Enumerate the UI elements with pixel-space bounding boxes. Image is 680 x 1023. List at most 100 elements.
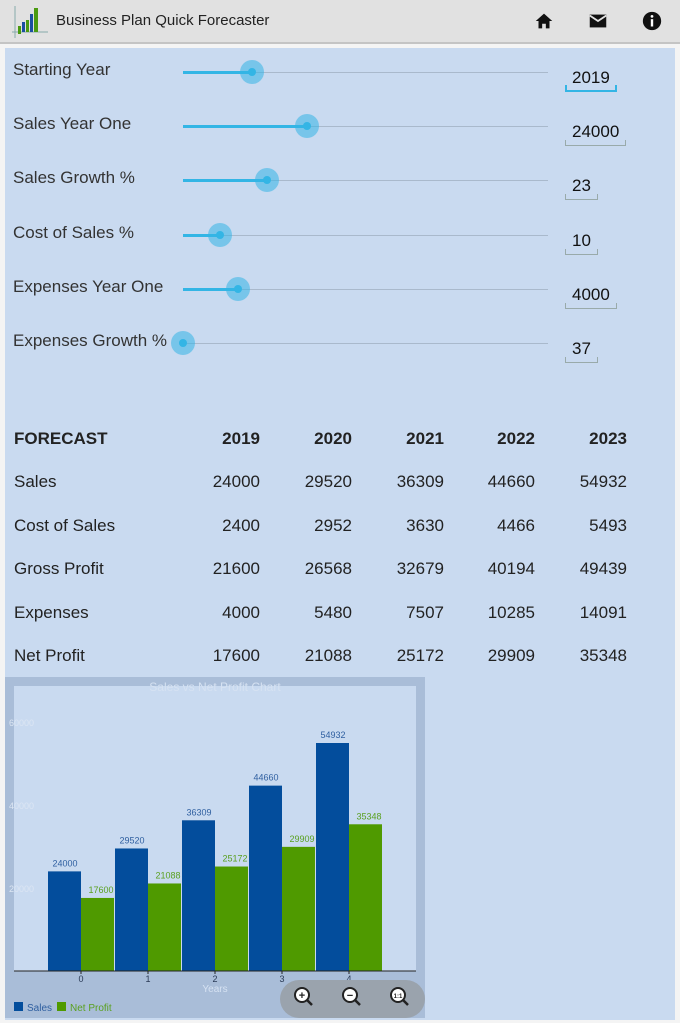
table-cell: 54932 (579, 472, 627, 491)
table-cell: 7507 (406, 602, 444, 622)
x-tick-label: 2 (212, 974, 217, 984)
x-axis-label: Years (202, 984, 227, 995)
cost-of-sales-label: Cost of Sales % (13, 222, 134, 242)
row-label: Net Profit (14, 646, 85, 665)
home-icon[interactable] (533, 10, 555, 32)
expenses-year-one-label: Expenses Year One (13, 276, 164, 296)
sales-growth-slider[interactable] (183, 180, 548, 182)
table-cell: 10285 (487, 602, 535, 622)
data-label: 24000 (52, 858, 77, 868)
table-cell: 29520 (304, 472, 352, 491)
starting-year-label: Starting Year (13, 60, 111, 79)
cost-of-sales-slider-thumb[interactable] (207, 222, 232, 247)
cost-of-sales-input[interactable]: 10 (565, 229, 598, 255)
net-profit-bar (81, 897, 114, 971)
expenses-year-one-slider-thumb[interactable] (225, 276, 250, 301)
row-label: Gross Profit (14, 559, 104, 578)
expenses-growth-slider-thumb[interactable] (171, 331, 195, 355)
data-label: 29909 (289, 834, 314, 844)
svg-text:−: − (347, 990, 353, 1002)
table-cell: 5480 (314, 602, 352, 622)
x-tick-label: 1 (145, 974, 150, 984)
expenses-growth-label: Expenses Growth % (13, 331, 168, 350)
data-label: 44660 (253, 773, 278, 783)
table-cell: 2400 (222, 515, 260, 535)
year-header: 2019 (222, 429, 260, 448)
info-icon[interactable] (641, 10, 663, 32)
cost-of-sales-slider[interactable] (183, 234, 548, 236)
table-cell: 21600 (212, 559, 260, 578)
table-cell: 14091 (579, 602, 627, 622)
legend-swatch (14, 1002, 23, 1011)
table-cell: 49439 (579, 559, 627, 578)
sales-bar (48, 871, 81, 971)
legend-swatch (57, 1002, 66, 1011)
expenses-growth-input[interactable]: 37 (565, 337, 598, 363)
net-profit-bar (349, 824, 382, 971)
data-label: 21088 (155, 870, 180, 880)
table-cell: 17600 (212, 646, 260, 665)
row-label: Expenses (14, 602, 89, 622)
year-header: 2021 (406, 429, 444, 448)
starting-year-input[interactable]: 2019 (565, 66, 617, 92)
table-cell: 5493 (589, 515, 627, 535)
x-tick-label: 3 (279, 974, 284, 984)
zoom-in-icon[interactable]: + (294, 987, 313, 1006)
mail-icon[interactable] (587, 10, 609, 32)
data-label: 36309 (186, 807, 211, 817)
sales-growth-label: Sales Growth % (13, 168, 135, 188)
table-cell: 29909 (487, 646, 535, 665)
sales-year-one-label: Sales Year One (13, 114, 132, 134)
expenses-year-one-input[interactable]: 4000 (565, 283, 617, 309)
app-logo-icon (12, 6, 48, 38)
sales-bar (316, 743, 349, 971)
year-header: 2022 (497, 429, 535, 448)
app-bar: Business Plan Quick Forecaster (0, 0, 680, 44)
table-cell: 32679 (396, 559, 444, 578)
data-label: 54932 (320, 730, 345, 740)
table-cell: 4000 (222, 602, 260, 622)
year-header: 2023 (589, 429, 627, 448)
data-label: 17600 (88, 885, 113, 895)
forecast-heading: FORECAST (14, 429, 108, 448)
y-tick-label: 60000 (9, 718, 34, 728)
sales-year-one-slider[interactable] (183, 126, 548, 128)
legend-label: Net Profit (70, 1003, 112, 1014)
sales-year-one-slider-fill (183, 125, 308, 129)
data-label: 35348 (356, 811, 381, 821)
expenses-year-one-slider[interactable] (183, 288, 548, 290)
starting-year-slider[interactable] (183, 72, 548, 73)
data-label: 25172 (222, 854, 247, 864)
table-cell: 25172 (396, 646, 444, 665)
sales-bar (115, 848, 148, 971)
year-header: 2020 (314, 429, 352, 448)
table-cell: 26568 (304, 559, 352, 578)
expenses-year-one-slider-fill (183, 287, 238, 291)
net-profit-bar (148, 883, 181, 971)
sales-growth-slider-thumb[interactable] (254, 168, 279, 193)
sales-year-one-input[interactable]: 24000 (565, 120, 627, 147)
x-tick-label: 4 (346, 974, 351, 984)
table-cell: 40194 (487, 559, 535, 578)
expenses-growth-slider[interactable] (183, 343, 548, 344)
sales-year-one-slider-thumb[interactable] (295, 114, 320, 139)
table-cell: 24000 (212, 472, 260, 491)
cost-of-sales-slider-fill (183, 233, 220, 237)
sales-bar (249, 785, 282, 971)
data-label: 29520 (119, 835, 144, 845)
net-profit-bar (282, 846, 315, 971)
starting-year-slider-thumb[interactable] (240, 60, 265, 84)
starting-year-slider-fill (183, 71, 253, 74)
x-tick-label: 0 (78, 974, 83, 984)
table-cell: 4466 (497, 515, 535, 535)
sales-growth-input[interactable]: 23 (565, 174, 598, 201)
table-cell: 44660 (487, 472, 535, 491)
table-cell: 3630 (406, 515, 444, 535)
y-tick-label: 20000 (9, 884, 34, 894)
zoom-reset-icon[interactable]: 1:1 (390, 987, 409, 1006)
legend-label: Sales (27, 1003, 52, 1014)
sales-growth-slider-fill (183, 179, 267, 183)
zoom-out-icon[interactable]: − (342, 987, 361, 1006)
sales-bar (182, 820, 215, 971)
table-cell: 35348 (579, 646, 627, 665)
